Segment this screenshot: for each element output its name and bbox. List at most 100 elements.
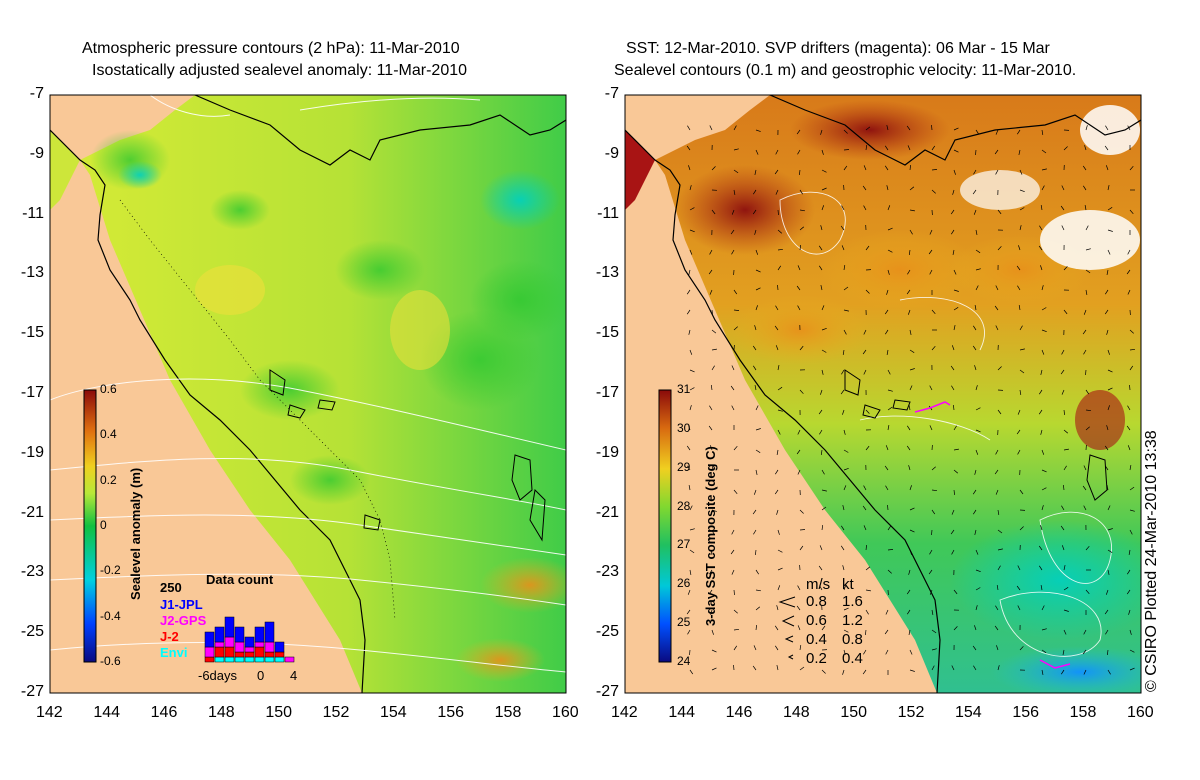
velocity-arrow: [931, 169, 938, 171]
velocity-arrow: [821, 506, 827, 511]
velocity-arrow: [975, 385, 978, 391]
velocity-arrow: [687, 589, 691, 595]
lat-tick-label: -19: [595, 443, 619, 461]
data-count-x-start: -6days: [198, 668, 238, 683]
velocity-arrow: [1104, 609, 1109, 615]
velocity-arrow: [1041, 649, 1047, 654]
velocity-arrow: [755, 606, 761, 611]
velocity-arrow: [972, 345, 977, 351]
velocity-arrow: [1107, 185, 1110, 191]
velocity-arrow: [843, 649, 846, 655]
velocity-arrow: [709, 569, 713, 575]
velocity-arrow: [1083, 309, 1087, 315]
velocity-arrow: [1107, 349, 1110, 355]
velocity-arrow: [908, 249, 911, 256]
velocity-arrow: [929, 385, 933, 391]
velocity-arrow: [799, 645, 802, 651]
velocity-arrow: [887, 549, 894, 551]
histogram-bar: [234, 651, 245, 658]
lon-tick-label: 154: [955, 704, 982, 721]
lat-tick-label: -27: [595, 683, 619, 700]
histogram-bar: [234, 641, 245, 653]
histogram-bar: [224, 636, 235, 648]
velocity-arrow: [841, 205, 845, 211]
velocity-arrow: [709, 445, 713, 451]
velocity-arrow: [819, 265, 823, 271]
velocity-arrow: [909, 209, 915, 212]
velocity-arrow: [1019, 348, 1025, 351]
velocity-arrow: [950, 365, 955, 371]
velocity-arrow: [1082, 329, 1087, 335]
lat-tick-label: -25: [20, 623, 44, 641]
lat-tick-label: -15: [20, 324, 44, 342]
velocity-arrow: [689, 549, 695, 554]
velocity-arrow: [863, 165, 867, 171]
velocity-arrow: [755, 269, 761, 273]
histogram-bar: [264, 651, 275, 658]
histogram-bar: [254, 626, 265, 643]
velocity-arrow: [931, 648, 937, 651]
histogram-bar: [224, 616, 235, 638]
velocity-arrow: [1040, 429, 1043, 435]
velocity-arrow: [754, 325, 757, 331]
velocity-arrow: [975, 149, 977, 156]
histogram-bar: [274, 641, 285, 653]
histogram-bar: [224, 646, 235, 658]
lon-tick-label: 142: [36, 704, 63, 721]
velocity-arrow: [953, 289, 959, 292]
velocity-arrow: [1083, 505, 1087, 511]
velocity-arrow: [799, 529, 806, 531]
velocity-arrow: [1129, 348, 1136, 351]
velocity-arrow: [755, 428, 761, 431]
velocity-arrow: [688, 485, 691, 491]
velocity-arrow: [1041, 505, 1044, 511]
velocity-arrow: [906, 445, 911, 451]
velocity-arrow: [1085, 545, 1090, 551]
velocity-arrow: [777, 529, 780, 535]
velocity-arrow: [777, 585, 781, 591]
velocity-arrow: [711, 509, 717, 512]
velocity-arrow: [797, 429, 801, 435]
velocity-arrow: [818, 565, 823, 571]
velocity-arrow: [797, 469, 801, 475]
velocity-arrow: [1107, 387, 1113, 391]
velocity-arrow: [797, 625, 801, 631]
velocity-arrow: [709, 405, 713, 411]
velocity-arrow: [775, 345, 779, 351]
velocity-arrow: [997, 209, 1002, 215]
velocity-arrow: [1041, 628, 1047, 631]
velocity-arrow: [1127, 445, 1131, 451]
velocity-arrow: [821, 327, 827, 331]
velocity-arrow: [1107, 405, 1110, 411]
velocity-arrow: [909, 507, 915, 511]
velocity-arrow: [821, 149, 824, 155]
lat-tick-label: -11: [597, 204, 619, 222]
velocity-arrow: [1041, 487, 1047, 491]
velocity-arrow: [907, 269, 911, 275]
velocity-arrow: [777, 365, 780, 371]
velocity-arrow: [1017, 129, 1021, 135]
velocity-arrow: [1127, 125, 1131, 131]
velocity-arrow: [688, 425, 691, 431]
velocity-arrow: [1060, 369, 1065, 375]
lat-tick-label: -21: [595, 503, 619, 521]
velocity-arrow: [1038, 545, 1043, 551]
velocity-arrow: [909, 229, 913, 235]
velocity-arrow: [710, 549, 713, 555]
velocity-arrow: [1127, 249, 1131, 255]
velocity-arrow: [1107, 369, 1113, 373]
velocity-arrow: [1107, 549, 1113, 553]
lon-tick-label: 146: [725, 704, 753, 721]
velocity-arrow: [688, 165, 691, 171]
histogram-bar: [274, 651, 285, 658]
velocity-arrow: [709, 125, 713, 131]
velocity-arrow: [908, 569, 911, 575]
velocity-arrow: [995, 129, 999, 135]
velocity-arrow: [953, 626, 958, 631]
velocity-arrow: [1016, 265, 1021, 271]
colorbar-tick-label: -0.4: [100, 608, 121, 623]
mission-j-2: J-2: [160, 629, 179, 644]
velocity-arrow: [774, 169, 779, 175]
lat-tick-label: -9: [604, 144, 619, 162]
velocity-arrow: [975, 229, 978, 235]
